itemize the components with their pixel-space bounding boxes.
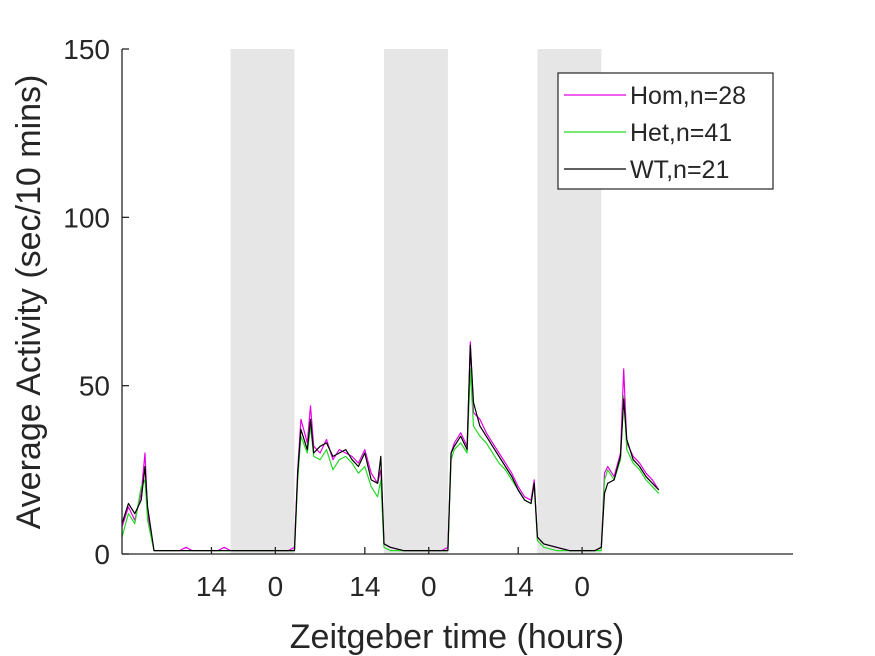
x-tick-label: 0 xyxy=(268,571,284,602)
legend-label: Het,n=41 xyxy=(630,119,732,147)
x-tick-label: 14 xyxy=(349,571,380,602)
x-axis-title: Zeitgeber time (hours) xyxy=(290,618,624,656)
dark-period-band xyxy=(230,49,295,554)
series-line xyxy=(121,344,660,552)
legend-box xyxy=(557,72,774,190)
axes xyxy=(121,49,793,555)
x-tick-label: 14 xyxy=(196,571,227,602)
y-axis-title: Average Activity (sec/10 mins) xyxy=(10,75,48,530)
legend-label: Hom,n=28 xyxy=(630,82,746,110)
y-tick-label: 50 xyxy=(79,371,110,402)
x-tick-label: 0 xyxy=(421,571,437,602)
y-tick-label: 100 xyxy=(63,202,110,233)
x-tick-label: 0 xyxy=(574,571,590,602)
x-ticks: 14 0 14 0 14 0 xyxy=(196,547,590,602)
y-tick-label: 0 xyxy=(94,539,110,570)
dark-period-band xyxy=(384,49,448,554)
series-lines xyxy=(121,341,660,552)
legend-label: WT,n=21 xyxy=(630,156,729,184)
y-tick-label: 150 xyxy=(63,34,110,65)
y-ticks: 0 50 100 150 xyxy=(63,34,129,570)
legend: Hom,n=28 Het,n=41 WT,n=21 xyxy=(557,72,774,190)
dark-period-shading xyxy=(230,49,602,554)
x-tick-label: 14 xyxy=(503,571,534,602)
